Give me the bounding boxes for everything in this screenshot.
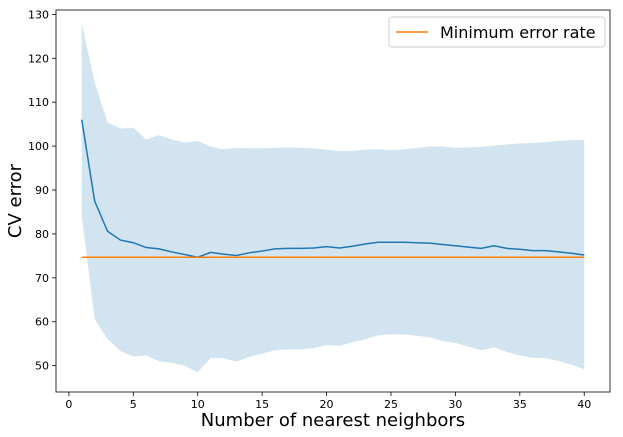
y-tick-label: 120	[28, 52, 49, 65]
x-tick-label: 20	[320, 398, 334, 411]
y-tick-label: 70	[35, 272, 49, 285]
legend-label-minimum: Minimum error rate	[440, 23, 596, 42]
y-tick-label: 100	[28, 140, 49, 153]
x-tick-label: 40	[577, 398, 591, 411]
plot-background	[56, 10, 610, 392]
legend-box	[388, 16, 606, 48]
y-tick-label: 80	[35, 228, 49, 241]
error-band	[81, 23, 585, 373]
legend: Minimum error rate	[388, 16, 606, 48]
y-tick-label: 130	[28, 8, 49, 21]
y-tick-label: 60	[35, 316, 49, 329]
x-tick-label: 10	[191, 398, 205, 411]
x-tick-label: 15	[255, 398, 269, 411]
y-tick-label: 90	[35, 184, 49, 197]
x-tick-label: 30	[448, 398, 462, 411]
y-tick-label: 50	[35, 360, 49, 373]
x-tick-label: 25	[384, 398, 398, 411]
y-axis-title: CV error	[5, 163, 26, 238]
y-tick-label: 110	[28, 96, 49, 109]
x-axis-title: Number of nearest neighbors	[201, 410, 465, 431]
plot-frame	[55, 9, 611, 393]
x-tick-label: 5	[130, 398, 137, 411]
y-axis: 50 60 70 80 90 100 110 120 130	[28, 8, 56, 373]
x-axis: 0 5 10 15 20 25 30 35 40	[65, 392, 591, 411]
mean-cv-error-line	[81, 119, 585, 258]
x-tick-label: 35	[513, 398, 527, 411]
x-tick-label: 0	[65, 398, 72, 411]
